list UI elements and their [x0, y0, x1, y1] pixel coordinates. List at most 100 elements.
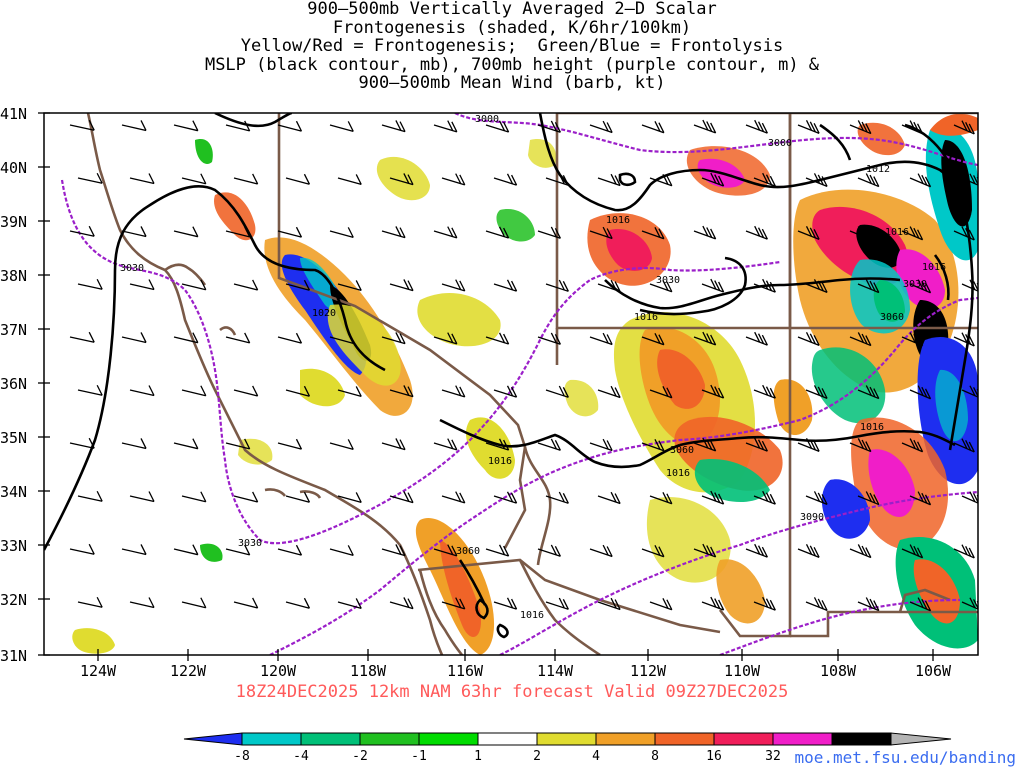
- political-borders: [86, 113, 978, 655]
- wind-barb-line: [953, 336, 975, 347]
- wind-barb-line: [757, 333, 765, 344]
- wind-barb-line: [537, 336, 561, 345]
- wind-barb-line: [433, 230, 458, 239]
- wind-barb-line: [969, 279, 976, 291]
- height-label: 3090: [800, 512, 824, 523]
- wind-barb-line: [666, 493, 673, 505]
- wind-barb-line: [589, 230, 613, 240]
- wind-barb-line: [765, 492, 773, 503]
- wind-barb-line: [602, 438, 609, 450]
- wind-barb-line: [805, 226, 813, 237]
- wind-barb-line: [441, 283, 465, 292]
- wind-barb-line: [805, 495, 828, 505]
- wind-barb-line: [589, 548, 613, 558]
- wind-barb-line: [745, 548, 768, 558]
- wind-barb-line: [769, 599, 776, 611]
- wind-barb-line: [813, 123, 820, 134]
- wind-barb-line: [77, 495, 103, 502]
- map-content: 1012 1016 1016 1016 1016 1016 1016 1016 …: [44, 113, 978, 655]
- wind-barb-line: [805, 120, 813, 131]
- wind-barb-line: [485, 548, 509, 557]
- wind-barb-line: [233, 283, 258, 291]
- wind-barb-line: [329, 442, 354, 451]
- wind-barb-line: [849, 336, 872, 347]
- wind-barb-line: [510, 386, 518, 398]
- wind-barb-line: [233, 601, 258, 609]
- wind-barb-line: [558, 385, 565, 397]
- title-line-5: 900–500mb Mean Wind (barb, kt): [358, 73, 666, 93]
- wind-barb-line: [554, 439, 561, 451]
- wind-barb-line: [849, 442, 872, 453]
- wind-barb-line: [537, 442, 561, 451]
- wind-barb-line: [589, 124, 613, 134]
- wind-barb-line: [337, 389, 362, 398]
- colorbar-swatch: [536, 732, 597, 746]
- wind-barb-line: [389, 495, 414, 504]
- wind-barb-line: [610, 491, 617, 503]
- wind-barb-line: [233, 495, 258, 503]
- wind-barb-line: [757, 121, 765, 132]
- wind-barb-line: [140, 544, 147, 555]
- wind-barb-line: [597, 601, 621, 611]
- source-url[interactable]: moe.met.fsu.edu/banding: [794, 748, 1016, 767]
- wind-barb-line: [562, 175, 569, 186]
- wind-barb-line: [762, 596, 769, 608]
- wind-barb-line: [493, 177, 517, 186]
- wind-barb-line: [88, 543, 95, 555]
- wind-barb-line: [337, 495, 362, 504]
- wind-barb-line: [129, 177, 155, 185]
- wind-barb-line: [200, 173, 207, 185]
- wind-barb-line: [403, 279, 410, 290]
- run-info: 18Z24DEC2025 12km NAM 63hr forecast Vali…: [235, 682, 789, 702]
- wind-barb-line: [873, 388, 880, 399]
- title-line-4: MSLP (black contour, mb), 700mb height (…: [204, 54, 820, 75]
- wind-barb-line: [909, 601, 931, 612]
- longitude-ticks: [97, 649, 934, 661]
- wind-barb-line: [641, 124, 665, 134]
- wind-barb-line: [121, 548, 147, 556]
- colorbar-label: 1: [474, 749, 482, 764]
- height-label: 3060: [880, 312, 904, 323]
- wind-barb-line: [192, 544, 199, 555]
- wind-barb-line: [233, 177, 258, 185]
- wind-barb-line: [857, 332, 864, 343]
- wind-barb-line: [718, 599, 725, 611]
- wind-barb-line: [537, 124, 561, 133]
- lat-label: 33N: [0, 537, 27, 555]
- height-label: 3060: [456, 546, 480, 557]
- wind-barb-line: [909, 438, 916, 449]
- wind-barb-line: [809, 121, 816, 133]
- wind-barb-line: [924, 494, 932, 506]
- lat-label: 39N: [0, 213, 27, 231]
- wind-barb-line: [710, 546, 717, 558]
- wind-barb-line: [969, 385, 976, 397]
- wind-barb-line: [924, 600, 932, 612]
- wind-barb-line: [865, 173, 872, 184]
- colorbar-label: 4: [592, 749, 600, 764]
- lat-label: 41N: [0, 105, 27, 123]
- wind-barb-line: [702, 437, 709, 449]
- map-frame: [43, 112, 979, 656]
- wind-barb-line: [968, 547, 975, 559]
- wind-barb-line: [754, 119, 761, 131]
- wind-barb-line: [129, 389, 155, 397]
- wind-barb-line: [192, 438, 199, 449]
- wind-barb-line: [554, 545, 561, 557]
- wind-barb-line: [606, 440, 613, 451]
- wind-barb-line: [857, 601, 880, 612]
- wind-barb-line: [714, 174, 721, 185]
- wind-barb-line: [702, 543, 709, 555]
- wind-barb-line: [813, 441, 820, 452]
- wind-barb-line: [714, 386, 721, 397]
- wind-barb-line: [916, 335, 924, 347]
- wind-barb-line: [701, 495, 724, 505]
- wind-barb-line: [706, 227, 713, 238]
- wind-barb-line: [252, 173, 259, 185]
- wind-barb-line: [173, 336, 199, 344]
- wind-barb-line: [805, 601, 828, 611]
- wind-barb-line: [395, 544, 402, 555]
- wind-barb-line: [809, 545, 816, 557]
- wind-barb-line: [666, 387, 673, 399]
- colorbar-swatch: [654, 732, 715, 746]
- wind-barb-line: [447, 226, 454, 237]
